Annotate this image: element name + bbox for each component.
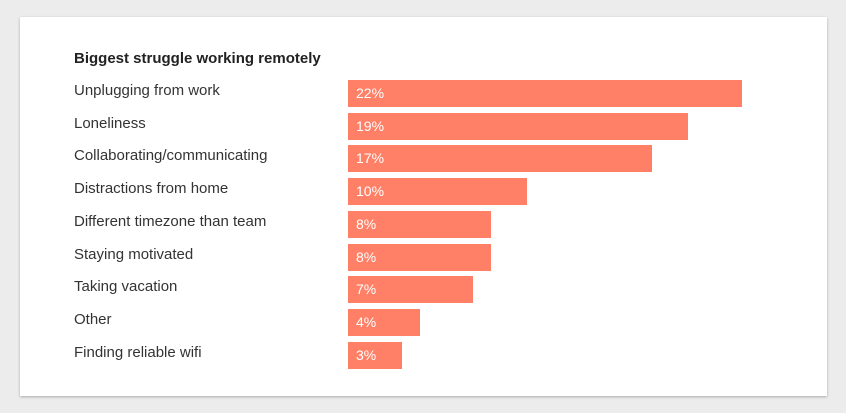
- bar-value-label: 4%: [356, 313, 377, 330]
- bar-row: Different timezone than team 8%: [20, 210, 827, 238]
- bar-value-label: 10%: [356, 183, 385, 200]
- bar-chart: Unplugging from work 22% Loneliness 19% Coll…: [20, 17, 827, 396]
- bar: [348, 145, 653, 173]
- category-label: Distractions from home: [74, 180, 229, 198]
- bar-value-label: 8%: [356, 215, 377, 232]
- bar-row: Loneliness 19%: [20, 112, 827, 140]
- chart-title: Biggest struggle working remotely: [74, 50, 321, 67]
- bar-value-label: 7%: [356, 281, 377, 298]
- bar-value-label: 19%: [356, 117, 385, 134]
- category-label: Staying motivated: [74, 245, 194, 263]
- bar-value-label: 22%: [356, 85, 385, 101]
- bar: [348, 112, 689, 140]
- bar: [348, 80, 742, 107]
- category-label: Other: [74, 310, 112, 328]
- category-label: Taking vacation: [74, 278, 178, 296]
- bar: [348, 308, 420, 336]
- bar-row: Unplugging from work 22%: [20, 80, 827, 107]
- bar-value-label: 17%: [356, 150, 385, 167]
- category-label: Loneliness: [74, 114, 146, 132]
- bar-row: Other 4%: [20, 308, 827, 336]
- category-label: Collaborating/communicating: [74, 147, 268, 165]
- category-label: Unplugging from work: [74, 82, 220, 99]
- bar: [348, 178, 527, 206]
- bar-row: Staying motivated 8%: [20, 243, 827, 271]
- category-label: Finding reliable wifi: [74, 343, 202, 361]
- bar-row: Finding reliable wifi 3%: [20, 341, 827, 369]
- bar-value-label: 8%: [356, 248, 377, 265]
- bar: [348, 243, 492, 271]
- category-label: Different timezone than team: [74, 212, 267, 230]
- bar: [348, 210, 492, 238]
- bar-row: Collaborating/communicating 17%: [20, 145, 827, 173]
- chart-card: Biggest struggle working remotely Unplug…: [20, 17, 827, 396]
- bar-row: Taking vacation 7%: [20, 276, 827, 304]
- bar-value-label: 3%: [356, 346, 377, 363]
- bar-row: Distractions from home 10%: [20, 178, 827, 206]
- bar: [348, 276, 474, 304]
- bar: [348, 341, 402, 369]
